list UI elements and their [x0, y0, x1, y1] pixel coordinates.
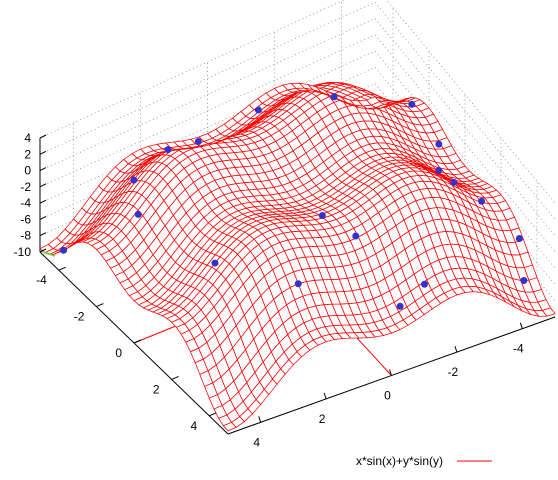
z-tick: [39, 248, 47, 253]
z-tick-label: -2: [20, 180, 31, 194]
data-point: [211, 259, 219, 267]
z-tick: [39, 199, 47, 204]
x-tick: [323, 392, 327, 400]
z-tick-label: -6: [20, 212, 31, 226]
z-tick-label: 2: [24, 147, 31, 161]
data-point: [194, 137, 202, 145]
x-tick-label: -4: [513, 342, 524, 356]
y-tick-label: 2: [153, 382, 160, 396]
y-tick: [58, 266, 66, 271]
legend: x*sin(x)+y*sin(y): [356, 454, 492, 468]
data-point: [294, 280, 302, 288]
y-tick-label: 4: [191, 419, 198, 433]
y-tick-label: -2: [74, 310, 85, 324]
x-tick-label: -2: [448, 365, 459, 379]
z-tick: [39, 183, 47, 188]
z-tick-label: 0: [24, 164, 31, 178]
y-tick: [133, 339, 142, 344]
data-point: [254, 106, 262, 114]
y-tick: [209, 412, 217, 417]
data-point: [478, 197, 486, 205]
legend-label: x*sin(x)+y*sin(y): [356, 454, 443, 468]
data-points: [60, 93, 528, 310]
x-tick-label: 4: [253, 435, 260, 449]
data-point: [164, 146, 172, 154]
x-tick: [519, 322, 523, 329]
z-tick: [39, 232, 47, 237]
data-point: [60, 246, 68, 254]
data-point: [520, 277, 528, 285]
z-tick: [39, 167, 47, 172]
data-point: [515, 234, 523, 242]
surface-mesh: [39, 82, 556, 432]
data-point: [130, 176, 138, 184]
z-tick-label: -10: [14, 245, 32, 259]
data-point: [318, 211, 326, 219]
y-tick: [171, 375, 179, 380]
data-point: [435, 166, 443, 174]
x-tick: [389, 369, 392, 376]
data-point: [330, 93, 338, 101]
underside-edge: [39, 249, 56, 257]
z-tick: [39, 134, 47, 139]
data-point: [450, 178, 458, 186]
data-point: [435, 140, 443, 148]
z-tick-label: 4: [24, 131, 31, 145]
data-point: [408, 100, 416, 108]
tick-labels: 4 2 0 -2 -4 -6 -8 -10 -4 -2 0 2 4 4 2 0 -2 -4: [14, 131, 524, 449]
y-tick-label: 0: [115, 346, 122, 360]
data-point: [420, 280, 428, 288]
z-tick-label: -4: [20, 196, 31, 210]
y-tick-label: -4: [36, 273, 47, 287]
z-tick: [39, 215, 47, 220]
data-point: [396, 302, 404, 310]
x-tick-label: 2: [319, 412, 326, 426]
x-tick: [258, 416, 262, 423]
data-point: [134, 210, 142, 218]
z-tick: [39, 150, 47, 155]
data-point: [352, 232, 360, 240]
y-tick: [96, 303, 104, 308]
x-tick-label: 0: [384, 389, 391, 403]
x-tick: [454, 345, 458, 353]
z-tick-label: -8: [20, 229, 31, 243]
